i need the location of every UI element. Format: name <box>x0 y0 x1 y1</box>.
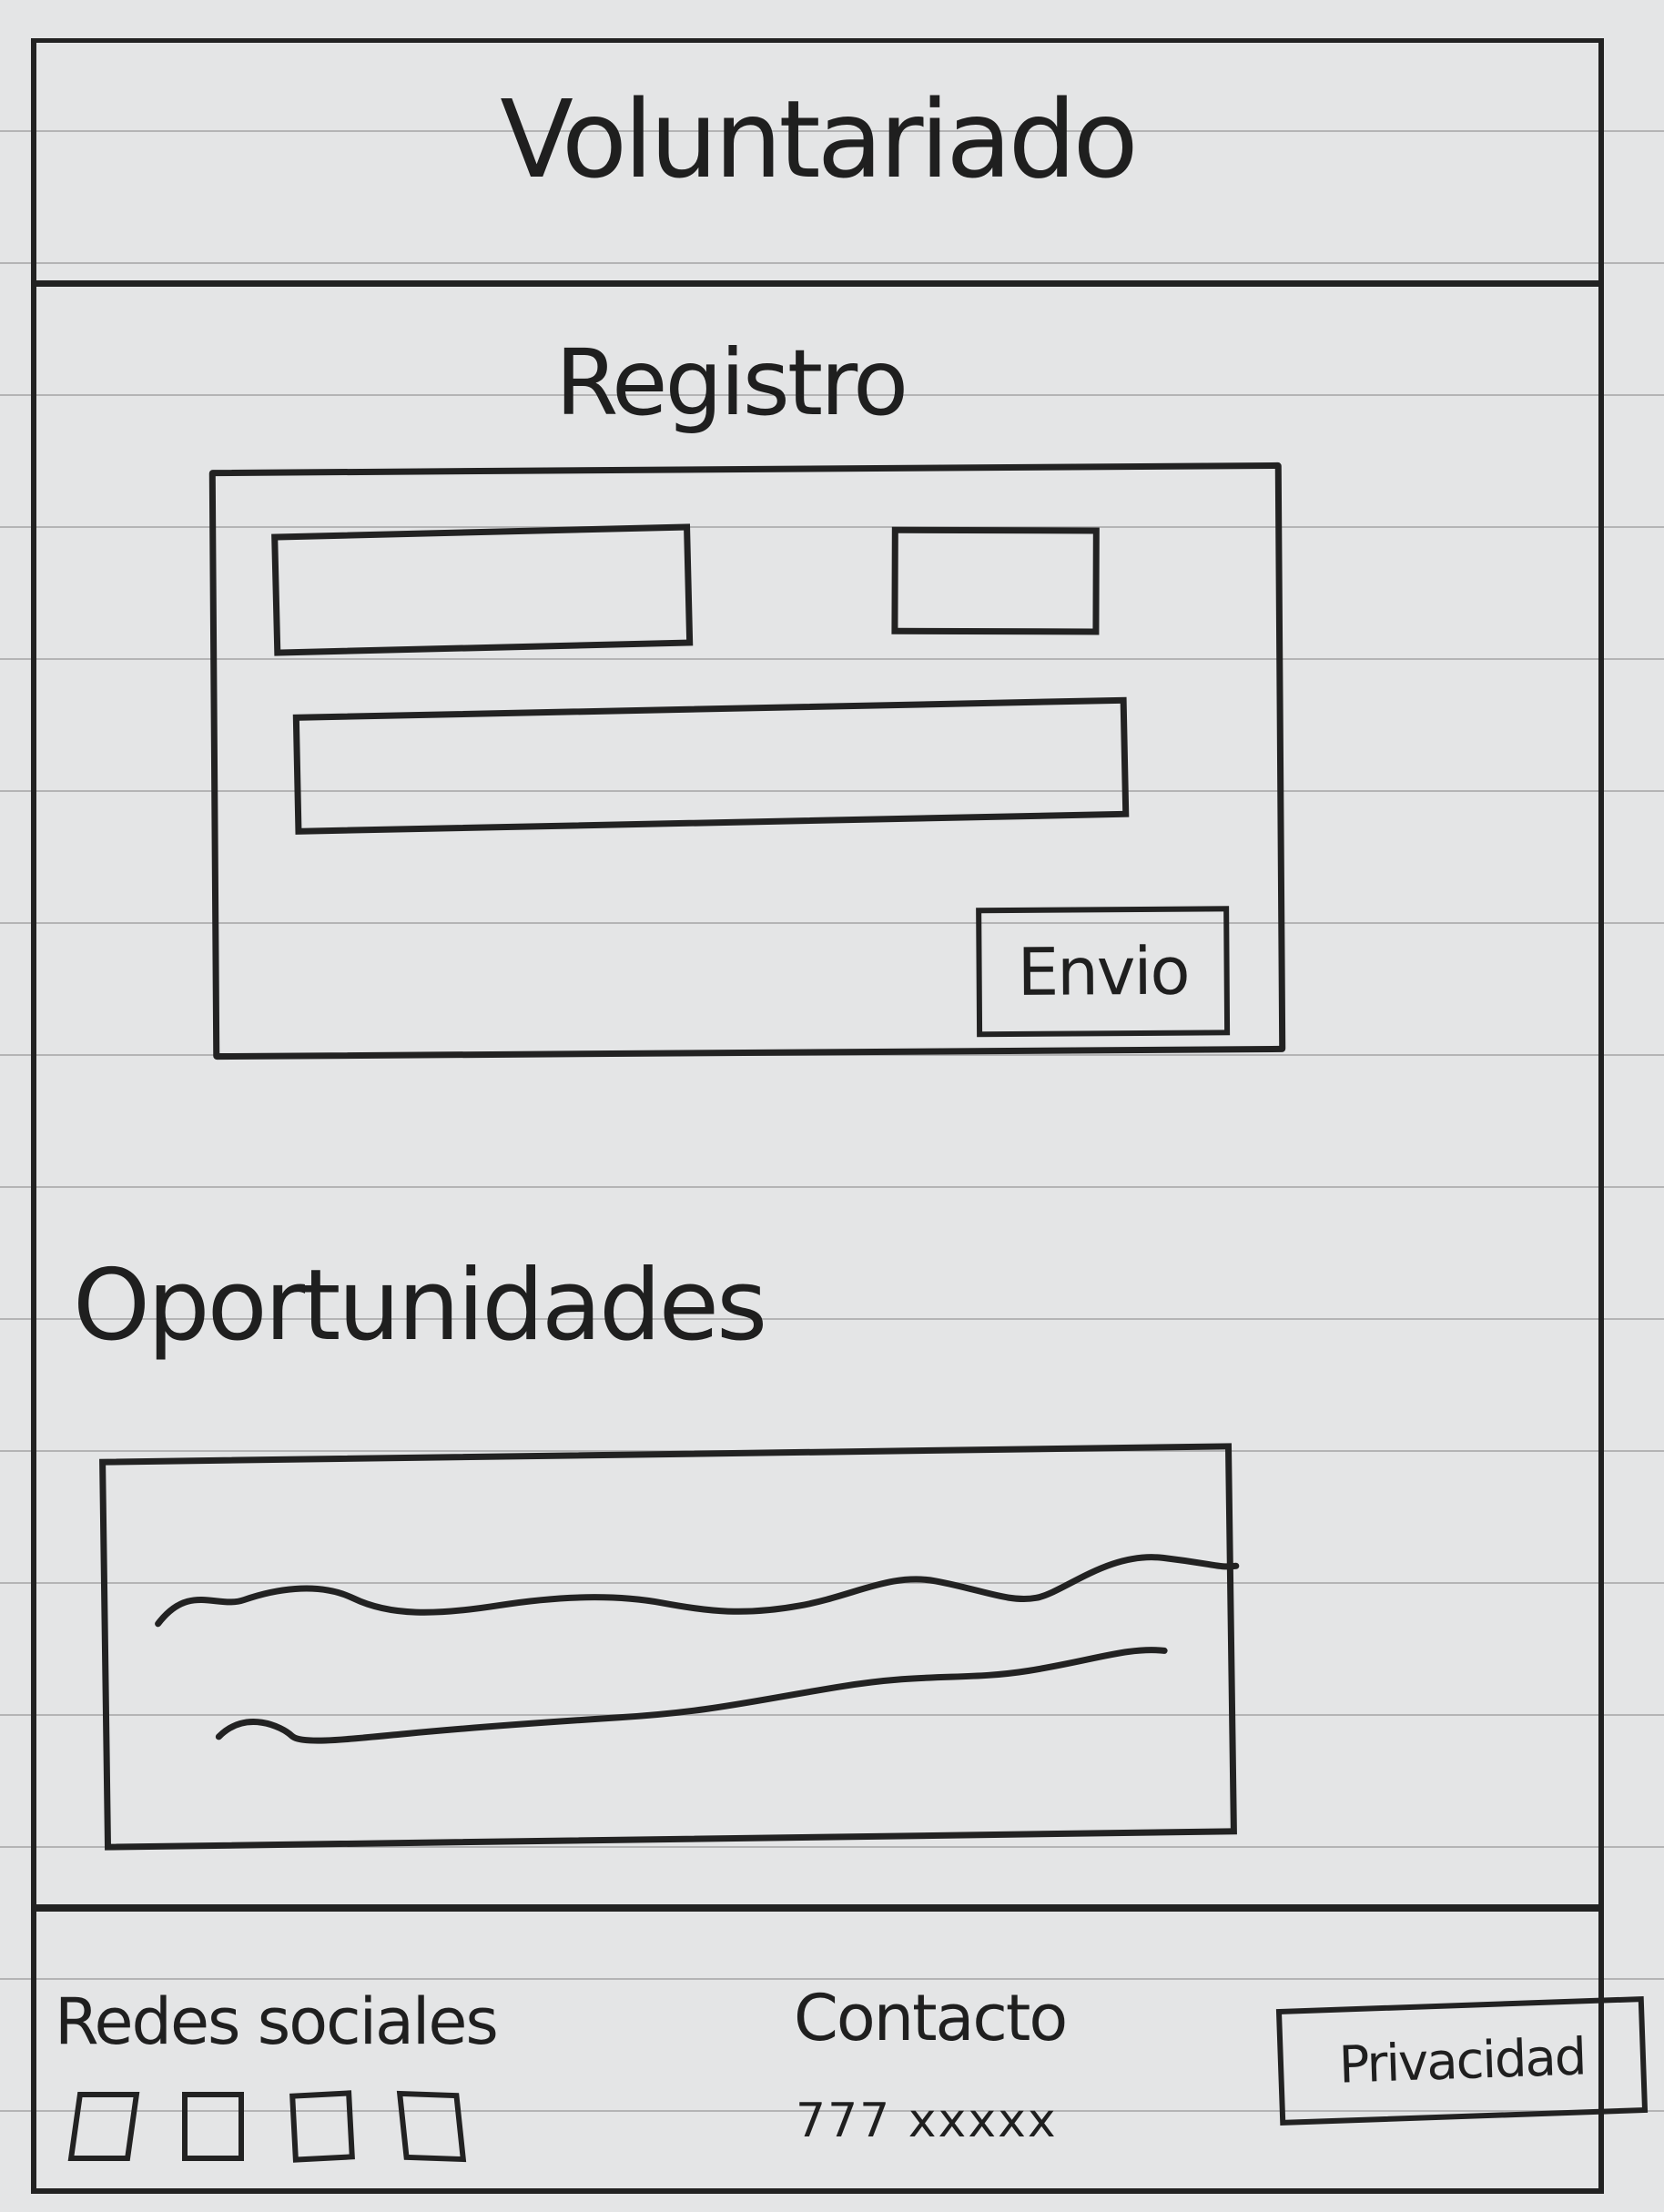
social-icon[interactable] <box>396 2090 467 2163</box>
social-icons-row <box>67 2090 467 2163</box>
opportunities-title: Oportunidades <box>73 1249 767 1363</box>
social-icon[interactable] <box>182 2092 244 2161</box>
send-button[interactable]: Envio <box>976 906 1231 1038</box>
name-input[interactable] <box>271 523 694 656</box>
placeholder-line-2 <box>215 1647 1168 1744</box>
contact-phone: 777 xxxxx <box>796 2094 1058 2148</box>
placeholder-text-lines <box>155 1554 1240 1744</box>
short-input[interactable] <box>891 526 1100 635</box>
social-networks-label: Redes sociales <box>55 1984 499 2059</box>
footer-divider <box>36 1904 1598 1912</box>
message-input[interactable] <box>292 696 1130 835</box>
contact-label: Contacto <box>794 1981 1068 2055</box>
social-icon[interactable] <box>289 2090 355 2163</box>
page-frame <box>31 38 1604 2194</box>
site-header: Voluntariado <box>36 40 1598 287</box>
site-title: Voluntariado <box>500 76 1138 202</box>
privacy-button[interactable]: Privacidad <box>1275 1995 1649 2126</box>
registration-form: Envio <box>208 462 1286 1060</box>
registration-title: Registro <box>555 330 908 436</box>
opportunity-card[interactable] <box>99 1443 1240 1851</box>
social-icon[interactable] <box>67 2092 140 2161</box>
placeholder-line-1 <box>155 1554 1240 1628</box>
